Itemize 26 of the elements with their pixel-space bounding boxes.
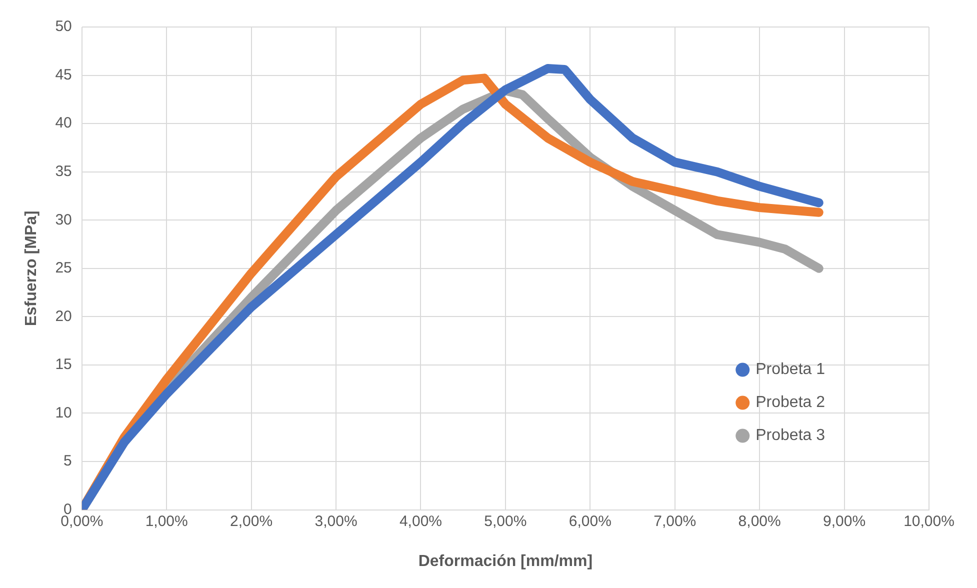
x-tick-label: 0,00% <box>60 512 104 530</box>
y-tick-label: 40 <box>55 114 72 132</box>
x-tick-label: 3,00% <box>314 512 358 530</box>
legend-label: Probeta 3 <box>756 427 826 444</box>
x-tick-label: 7,00% <box>654 512 696 530</box>
y-tick-label: 45 <box>55 66 72 84</box>
y-tick-label: 20 <box>55 308 72 325</box>
y-tick-label: 10 <box>55 404 72 422</box>
x-tick-label: 2,00% <box>230 512 273 530</box>
y-tick-label: 5 <box>64 452 72 470</box>
y-tick-label: 35 <box>55 162 72 180</box>
legend-label: Probeta 1 <box>756 361 826 378</box>
y-tick-label: 50 <box>55 18 72 36</box>
x-tick-label: 5,00% <box>484 512 527 530</box>
y-tick-label: 15 <box>55 356 72 374</box>
y-axis-title: Esfuerzo [MPa] <box>23 210 40 326</box>
x-axis-title: Deformación [mm/mm] <box>418 552 593 570</box>
legend-label: Probeta 2 <box>756 394 826 412</box>
x-tick-label: 1,00% <box>145 512 188 530</box>
y-tick-label: 30 <box>55 211 72 228</box>
x-tick-label: 6,00% <box>568 512 612 530</box>
y-tick-label: 25 <box>55 260 72 277</box>
x-tick-label: 8,00% <box>738 512 781 530</box>
x-tick-label: 9,00% <box>823 512 866 530</box>
x-tick-label: 4,00% <box>399 512 442 530</box>
x-tick-label: 10,00% <box>904 512 954 530</box>
